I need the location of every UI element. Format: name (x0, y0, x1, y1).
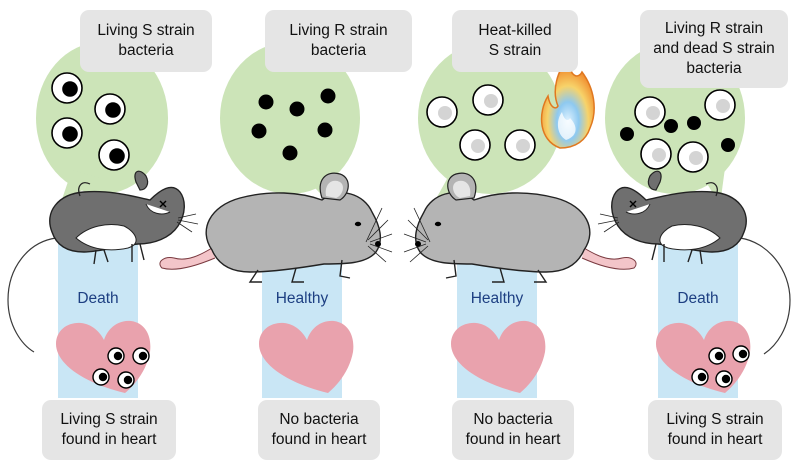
bacteria-label-3-line-1: Heat-killed (478, 22, 552, 39)
r-strain-bacterium (721, 138, 735, 152)
bacteria-label-2-line-2: bacteria (310, 42, 367, 59)
bacteria-label-4-line-1: Living R strain (664, 20, 764, 37)
bacteria-group-3 (426, 84, 536, 161)
bacteria-label-4-line-2: and dead S strain (653, 40, 775, 57)
heart-label-3-line-2: found in heart (465, 431, 561, 448)
dead-s-strain-bacterium (634, 96, 666, 128)
healthy-mouse-3 (403, 172, 637, 283)
dead-s-strain-bacterium (426, 96, 458, 128)
heart-label-2-line-1: No bacteria (279, 411, 359, 428)
mouse-eye-icon (434, 221, 442, 227)
r-strain-bacterium (320, 88, 336, 104)
dead-s-strain-bacterium (704, 89, 736, 121)
s-strain-bacterium (708, 347, 726, 365)
bacteria-label-1: Living S strain bacteria (80, 10, 212, 72)
bacteria-label-2-line-1: Living R strain (289, 22, 388, 39)
s-strain-bacterium (94, 93, 126, 125)
r-strain-bacterium (258, 94, 274, 110)
bacteria-label-3: Heat-killed S strain (452, 10, 578, 72)
dead-s-strain-bacterium (504, 129, 536, 161)
r-strain-bacterium (664, 119, 678, 133)
s-strain-bacterium (132, 347, 150, 365)
mouse-belly (659, 224, 721, 251)
heart-label-4-line-2: found in heart (667, 431, 763, 448)
heart-label-2: No bacteria found in heart (258, 400, 380, 460)
mouse-body (414, 192, 591, 273)
dead-s-strain-bacterium (677, 141, 709, 173)
bacteria-label-3-line-2: S strain (488, 42, 542, 59)
bacteria-label-4-line-3: bacteria (686, 60, 742, 77)
s-strain-bacterium (732, 345, 750, 363)
outcome-4: Death (677, 290, 719, 307)
bacteria-group-4 (620, 89, 736, 173)
r-strain-bacterium (251, 123, 267, 139)
dead-s-strain-bacterium (459, 129, 491, 161)
s-strain-bacterium (691, 368, 709, 386)
bacteria-group-1 (51, 72, 130, 171)
r-strain-bacterium (620, 127, 634, 141)
dead-s-strain-bacterium (640, 138, 672, 170)
s-strain-bacterium (51, 117, 83, 149)
r-strain-bacterium (282, 145, 298, 161)
mouse-dead-eye-icon (159, 200, 167, 208)
heart-label-1-line-1: Living S strain (60, 411, 158, 428)
bacteria-group-2 (251, 88, 336, 161)
mouse-tail (581, 247, 637, 270)
healthy-mouse-2 (159, 172, 393, 283)
r-strain-bacterium (289, 101, 305, 117)
dead-mouse-1 (5, 170, 199, 354)
heart-bacteria-1 (92, 347, 150, 389)
mouse-eye-icon (354, 221, 362, 227)
bacteria-label-2: Living R strain bacteria (265, 10, 412, 72)
outcome-1: Death (77, 290, 119, 307)
mouse-dead-eye-icon (629, 200, 637, 208)
r-strain-bacterium (687, 116, 701, 130)
heart-label-4-line-1: Living S strain (666, 411, 764, 428)
r-strain-bacterium (317, 122, 333, 138)
s-strain-bacterium (117, 371, 135, 389)
heart-2 (259, 320, 354, 393)
s-strain-bacterium (715, 370, 733, 388)
heart-bacteria-4 (691, 345, 750, 388)
heart-label-1: Living S strain found in heart (42, 400, 176, 460)
bacteria-label-4: Living R strain and dead S strain bacter… (640, 10, 788, 88)
outcome-3: Healthy (470, 290, 524, 307)
s-strain-bacterium (92, 368, 110, 386)
s-strain-bacterium (107, 347, 125, 365)
mouse-tail (5, 236, 58, 354)
heart-label-3: No bacteria found in heart (452, 400, 574, 460)
s-strain-bacterium (98, 139, 130, 171)
heart-label-3-line-1: No bacteria (473, 411, 553, 428)
outcome-2: Healthy (275, 290, 329, 307)
mouse-body (205, 192, 382, 273)
heart-label-2-line-2: found in heart (271, 431, 367, 448)
mouse-tail (159, 247, 216, 270)
bacteria-label-1-line-2: bacteria (118, 42, 174, 59)
heart-label-1-line-2: found in heart (61, 431, 157, 448)
s-strain-bacterium (51, 72, 83, 104)
dead-s-strain-bacterium (472, 84, 504, 116)
heart-label-4: Living S strain found in heart (648, 400, 782, 460)
bacteria-label-1-line-1: Living S strain (97, 22, 195, 39)
hearts (56, 320, 751, 393)
dead-mouse-4 (597, 170, 793, 356)
heart-3 (451, 320, 546, 393)
mouse-belly (75, 224, 137, 251)
